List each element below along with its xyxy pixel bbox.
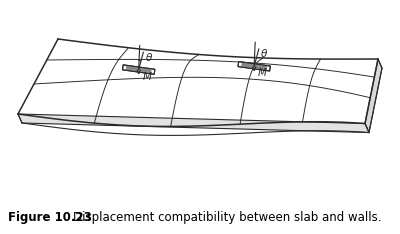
Text: $M$: $M$ (257, 66, 268, 78)
Polygon shape (122, 65, 155, 74)
Text: Figure 10.23: Figure 10.23 (8, 211, 92, 224)
Polygon shape (126, 66, 152, 73)
Polygon shape (238, 62, 270, 71)
Polygon shape (18, 39, 378, 126)
Text: $\theta$: $\theta$ (260, 47, 268, 59)
Polygon shape (18, 114, 369, 132)
Polygon shape (241, 62, 267, 70)
Polygon shape (365, 59, 382, 132)
Text: $M$: $M$ (142, 69, 152, 82)
Text: $\theta$: $\theta$ (145, 51, 153, 62)
Text: Displacement compatibility between slab and walls.: Displacement compatibility between slab … (73, 211, 382, 224)
